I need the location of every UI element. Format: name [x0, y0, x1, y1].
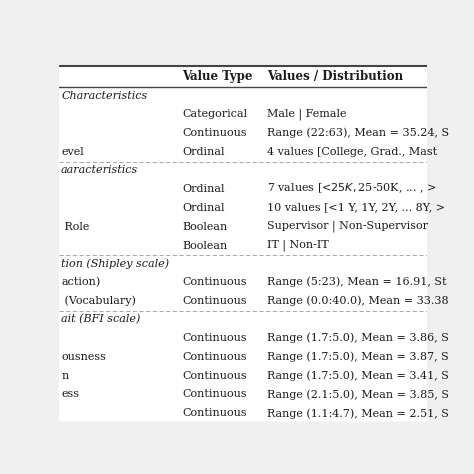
Text: aaracteristics: aaracteristics — [61, 165, 138, 175]
Text: 4 values [College, Grad., Mast: 4 values [College, Grad., Mast — [267, 147, 437, 157]
Text: Continuous: Continuous — [182, 277, 247, 287]
Text: Continuous: Continuous — [182, 352, 247, 362]
Text: Range (1.7:5.0), Mean = 3.86, S: Range (1.7:5.0), Mean = 3.86, S — [267, 332, 449, 343]
Text: Continuous: Continuous — [182, 371, 247, 381]
Text: ess: ess — [61, 390, 79, 400]
Text: Continuous: Continuous — [182, 296, 247, 306]
Text: Range (1.7:5.0), Mean = 3.87, S: Range (1.7:5.0), Mean = 3.87, S — [267, 351, 448, 362]
Text: Range (1.1:4.7), Mean = 2.51, S: Range (1.1:4.7), Mean = 2.51, S — [267, 408, 449, 419]
Text: Range (0.0:40.0), Mean = 33.38: Range (0.0:40.0), Mean = 33.38 — [267, 296, 448, 306]
Text: Continuous: Continuous — [182, 128, 247, 138]
Text: Boolean: Boolean — [182, 241, 228, 251]
Text: action): action) — [61, 277, 100, 287]
Text: 7 values [<$25K, $25-50K, ... , >: 7 values [<$25K, $25-50K, ... , > — [267, 182, 437, 195]
Text: Range (5:23), Mean = 16.91, St: Range (5:23), Mean = 16.91, St — [267, 277, 447, 287]
Text: 10 values [<1 Y, 1Y, 2Y, ... 8Y, >: 10 values [<1 Y, 1Y, 2Y, ... 8Y, > — [267, 202, 445, 213]
Text: tion (Shipley scale): tion (Shipley scale) — [61, 258, 169, 269]
Text: Range (2.1:5.0), Mean = 3.85, S: Range (2.1:5.0), Mean = 3.85, S — [267, 389, 449, 400]
Text: ousness: ousness — [61, 352, 106, 362]
Text: Range (22:63), Mean = 35.24, S: Range (22:63), Mean = 35.24, S — [267, 128, 449, 138]
Text: Role: Role — [61, 222, 90, 232]
Text: Values / Distribution: Values / Distribution — [267, 70, 403, 83]
Text: IT | Non-IT: IT | Non-IT — [267, 240, 328, 251]
Text: evel: evel — [61, 147, 84, 157]
Text: Boolean: Boolean — [182, 222, 228, 232]
Text: Characteristics: Characteristics — [61, 91, 147, 101]
Text: ait (BFI scale): ait (BFI scale) — [61, 314, 140, 325]
Text: Ordinal: Ordinal — [182, 147, 225, 157]
Text: n: n — [61, 371, 68, 381]
Text: Categorical: Categorical — [182, 109, 247, 119]
Text: Male | Female: Male | Female — [267, 109, 346, 120]
Text: Supervisor | Non-Supervisor: Supervisor | Non-Supervisor — [267, 221, 428, 232]
Text: Value Type: Value Type — [182, 70, 253, 83]
Text: (Vocabulary): (Vocabulary) — [61, 296, 136, 306]
Text: Continuous: Continuous — [182, 390, 247, 400]
Text: Ordinal: Ordinal — [182, 202, 225, 213]
Text: Ordinal: Ordinal — [182, 183, 225, 194]
Text: Range (1.7:5.0), Mean = 3.41, S: Range (1.7:5.0), Mean = 3.41, S — [267, 370, 449, 381]
Text: Continuous: Continuous — [182, 333, 247, 343]
Text: Continuous: Continuous — [182, 409, 247, 419]
